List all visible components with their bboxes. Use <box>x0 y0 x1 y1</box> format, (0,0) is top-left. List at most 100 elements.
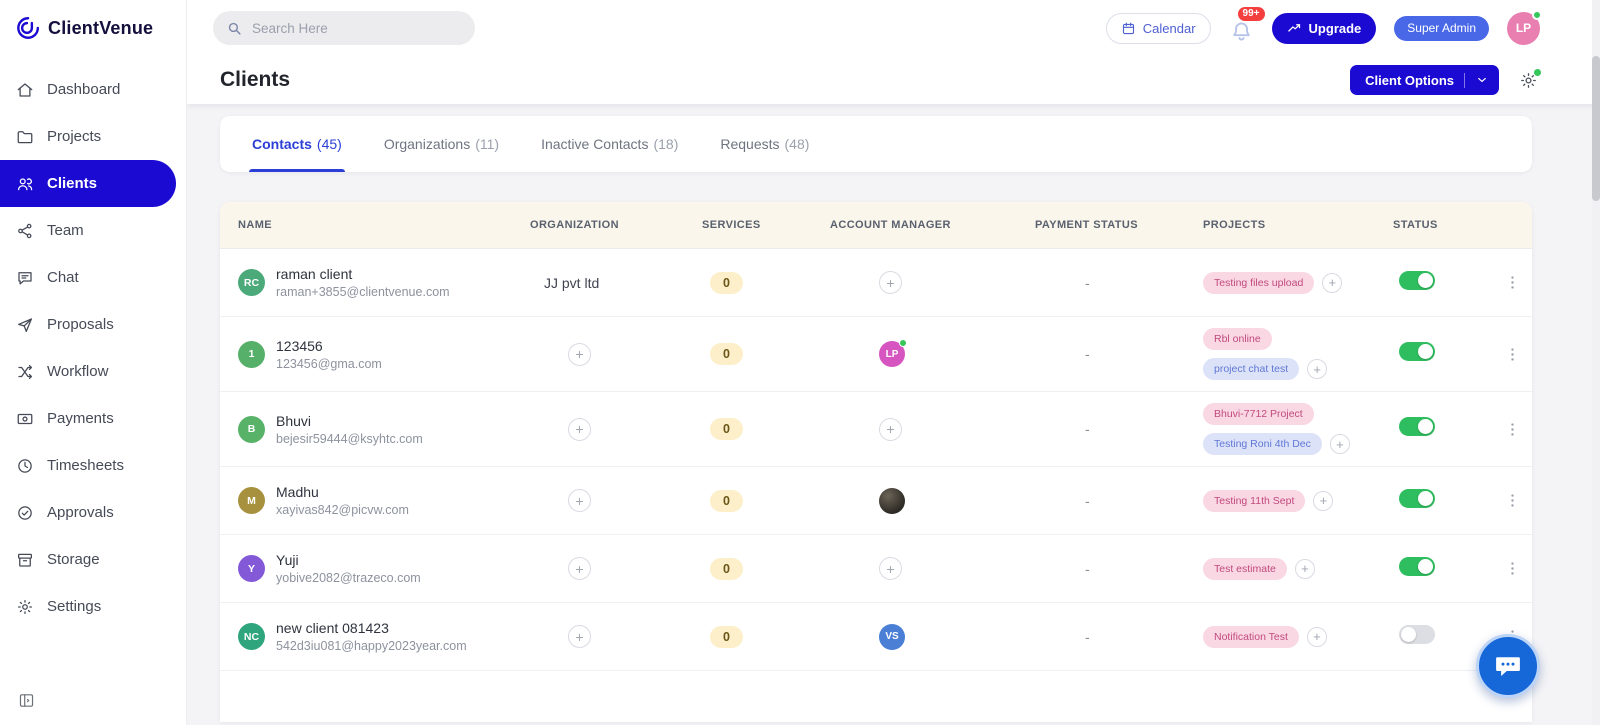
project-chip[interactable]: Notification Test <box>1203 625 1299 648</box>
settings-gear-icon[interactable] <box>1519 68 1541 90</box>
sidebar-item-timesheets[interactable]: Timesheets <box>0 442 176 489</box>
project-chip[interactable]: project chat test <box>1203 358 1300 380</box>
client-name[interactable]: Madhu <box>276 484 319 500</box>
projects-cell: Notification Test + <box>1203 625 1393 648</box>
add-account-manager-button[interactable]: + <box>879 271 902 294</box>
row-menu-icon[interactable] <box>1504 421 1521 438</box>
search-bar[interactable] <box>213 11 475 45</box>
add-organization-button[interactable]: + <box>568 342 591 366</box>
status-toggle[interactable] <box>1399 556 1435 576</box>
services-count-badge[interactable]: 0 <box>710 489 743 512</box>
row-menu-icon[interactable] <box>1504 346 1521 363</box>
upgrade-button[interactable]: Upgrade <box>1271 12 1377 44</box>
client-options-button[interactable]: Client Options <box>1350 65 1499 95</box>
status-toggle[interactable] <box>1399 270 1435 290</box>
project-chip[interactable]: Testing files upload <box>1203 271 1315 294</box>
status-toggle[interactable] <box>1399 624 1435 644</box>
account-manager-avatar[interactable]: VS <box>879 623 905 650</box>
scrollbar-thumb[interactable] <box>1592 56 1600 201</box>
sidebar-item-payments[interactable]: Payments <box>0 395 176 442</box>
name-cell: B Bhuvi bejesir59444@ksyhtc.com <box>238 413 530 446</box>
project-chip[interactable]: Testing 11th Sept <box>1203 489 1306 512</box>
gear-icon <box>16 598 34 616</box>
add-organization-button[interactable]: + <box>568 625 591 648</box>
sidebar-item-storage[interactable]: Storage <box>0 536 176 583</box>
sidebar-item-label: Workflow <box>47 363 109 380</box>
chat-icon <box>16 269 34 287</box>
client-name[interactable]: Yuji <box>276 552 299 568</box>
notifications-button[interactable]: 99+ <box>1229 4 1267 44</box>
calendar-button[interactable]: Calendar <box>1105 12 1211 44</box>
add-account-manager-button[interactable]: + <box>879 557 902 580</box>
services-count-badge[interactable]: 0 <box>710 557 743 580</box>
add-organization-button[interactable]: + <box>568 489 591 512</box>
client-options-label: Client Options <box>1365 72 1454 88</box>
calendar-label: Calendar <box>1142 20 1196 36</box>
client-name[interactable]: new client 081423 <box>276 620 389 636</box>
table-header: NAME ORGANIZATION SERVICES ACCOUNT MANAGER P… <box>220 202 1532 249</box>
add-account-manager-button[interactable]: + <box>879 417 902 441</box>
account-manager-avatar[interactable]: LP <box>879 339 907 367</box>
workflow-icon <box>16 363 34 381</box>
client-avatar: 1 <box>238 340 265 368</box>
user-initials: LP <box>1515 21 1532 35</box>
account-manager-cell: VS <box>830 623 1035 650</box>
row-menu-icon[interactable] <box>1504 492 1521 509</box>
status-toggle[interactable] <box>1399 417 1435 436</box>
sidebar-item-projects[interactable]: Projects <box>0 113 176 160</box>
add-organization-button[interactable]: + <box>568 417 591 441</box>
sidebar-item-settings[interactable]: Settings <box>0 583 176 630</box>
sidebar-item-workflow[interactable]: Workflow <box>0 348 176 395</box>
sidebar-item-clients[interactable]: Clients <box>0 160 176 207</box>
status-toggle[interactable] <box>1399 342 1435 361</box>
services-count-badge[interactable]: 0 <box>710 418 743 440</box>
sidebar-item-team[interactable]: Team <box>0 207 176 254</box>
storage-icon <box>16 551 34 569</box>
scrollbar[interactable] <box>1592 0 1600 725</box>
row-menu-icon[interactable] <box>1504 274 1521 291</box>
tab-organizations[interactable]: Organizations (11) <box>383 136 500 152</box>
tab-contacts[interactable]: Contacts (45) <box>249 116 345 172</box>
add-organization-button[interactable]: + <box>568 557 591 580</box>
topbar: Calendar 99+ <box>187 0 1600 56</box>
column-header: PAYMENT STATUS <box>1035 219 1138 231</box>
add-project-button[interactable]: + <box>1307 359 1328 379</box>
chat-fab-button[interactable] <box>1476 634 1540 698</box>
tab-inactive-contacts[interactable]: Inactive Contacts (18) <box>541 136 679 152</box>
projects-cell: Rbl online project chat test + <box>1203 328 1393 380</box>
search-input[interactable] <box>252 20 452 36</box>
add-project-button[interactable]: + <box>1294 558 1315 579</box>
sidebar-item-chat[interactable]: Chat <box>0 254 176 301</box>
account-manager-photo[interactable] <box>879 487 905 514</box>
sidebar-item-label: Dashboard <box>47 81 121 98</box>
add-project-button[interactable]: + <box>1329 434 1350 454</box>
services-count-badge[interactable]: 0 <box>710 271 743 294</box>
user-avatar[interactable]: LP <box>1507 9 1542 45</box>
collapse-sidebar-icon[interactable] <box>18 692 168 709</box>
sidebar-item-approvals[interactable]: Approvals <box>0 489 176 536</box>
project-chip[interactable]: Testing Roni 4th Dec <box>1203 433 1322 455</box>
plus-icon: + <box>575 421 584 437</box>
plus-icon: + <box>1313 361 1321 377</box>
project-chip[interactable]: Test estimate <box>1203 557 1287 580</box>
services-count-badge[interactable]: 0 <box>710 343 743 365</box>
row-menu-icon[interactable] <box>1504 560 1521 577</box>
add-project-button[interactable]: + <box>1322 272 1343 293</box>
client-name[interactable]: Bhuvi <box>276 412 312 429</box>
sidebar-item-dashboard[interactable]: Dashboard <box>0 66 176 113</box>
add-project-button[interactable]: + <box>1313 490 1334 511</box>
project-chip[interactable]: Rbl online <box>1203 328 1272 350</box>
bell-icon <box>1229 19 1254 44</box>
services-count-badge[interactable]: 0 <box>710 625 743 648</box>
organization-cell: + <box>530 557 702 580</box>
table-row: 1 123456 123456@gma.com + 0 LP - Rbl onl… <box>220 317 1532 392</box>
client-name[interactable]: raman client <box>276 266 353 282</box>
project-chip[interactable]: Bhuvi-7712 Project <box>1203 403 1314 425</box>
client-email: bejesir59444@ksyhtc.com <box>276 431 423 446</box>
tab-requests[interactable]: Requests (48) <box>720 136 810 152</box>
status-toggle[interactable] <box>1399 488 1435 508</box>
sidebar-item-proposals[interactable]: Proposals <box>0 301 176 348</box>
add-project-button[interactable]: + <box>1306 626 1327 647</box>
client-name[interactable]: 123456 <box>276 337 323 354</box>
brand-logo[interactable]: ClientVenue <box>0 0 186 56</box>
